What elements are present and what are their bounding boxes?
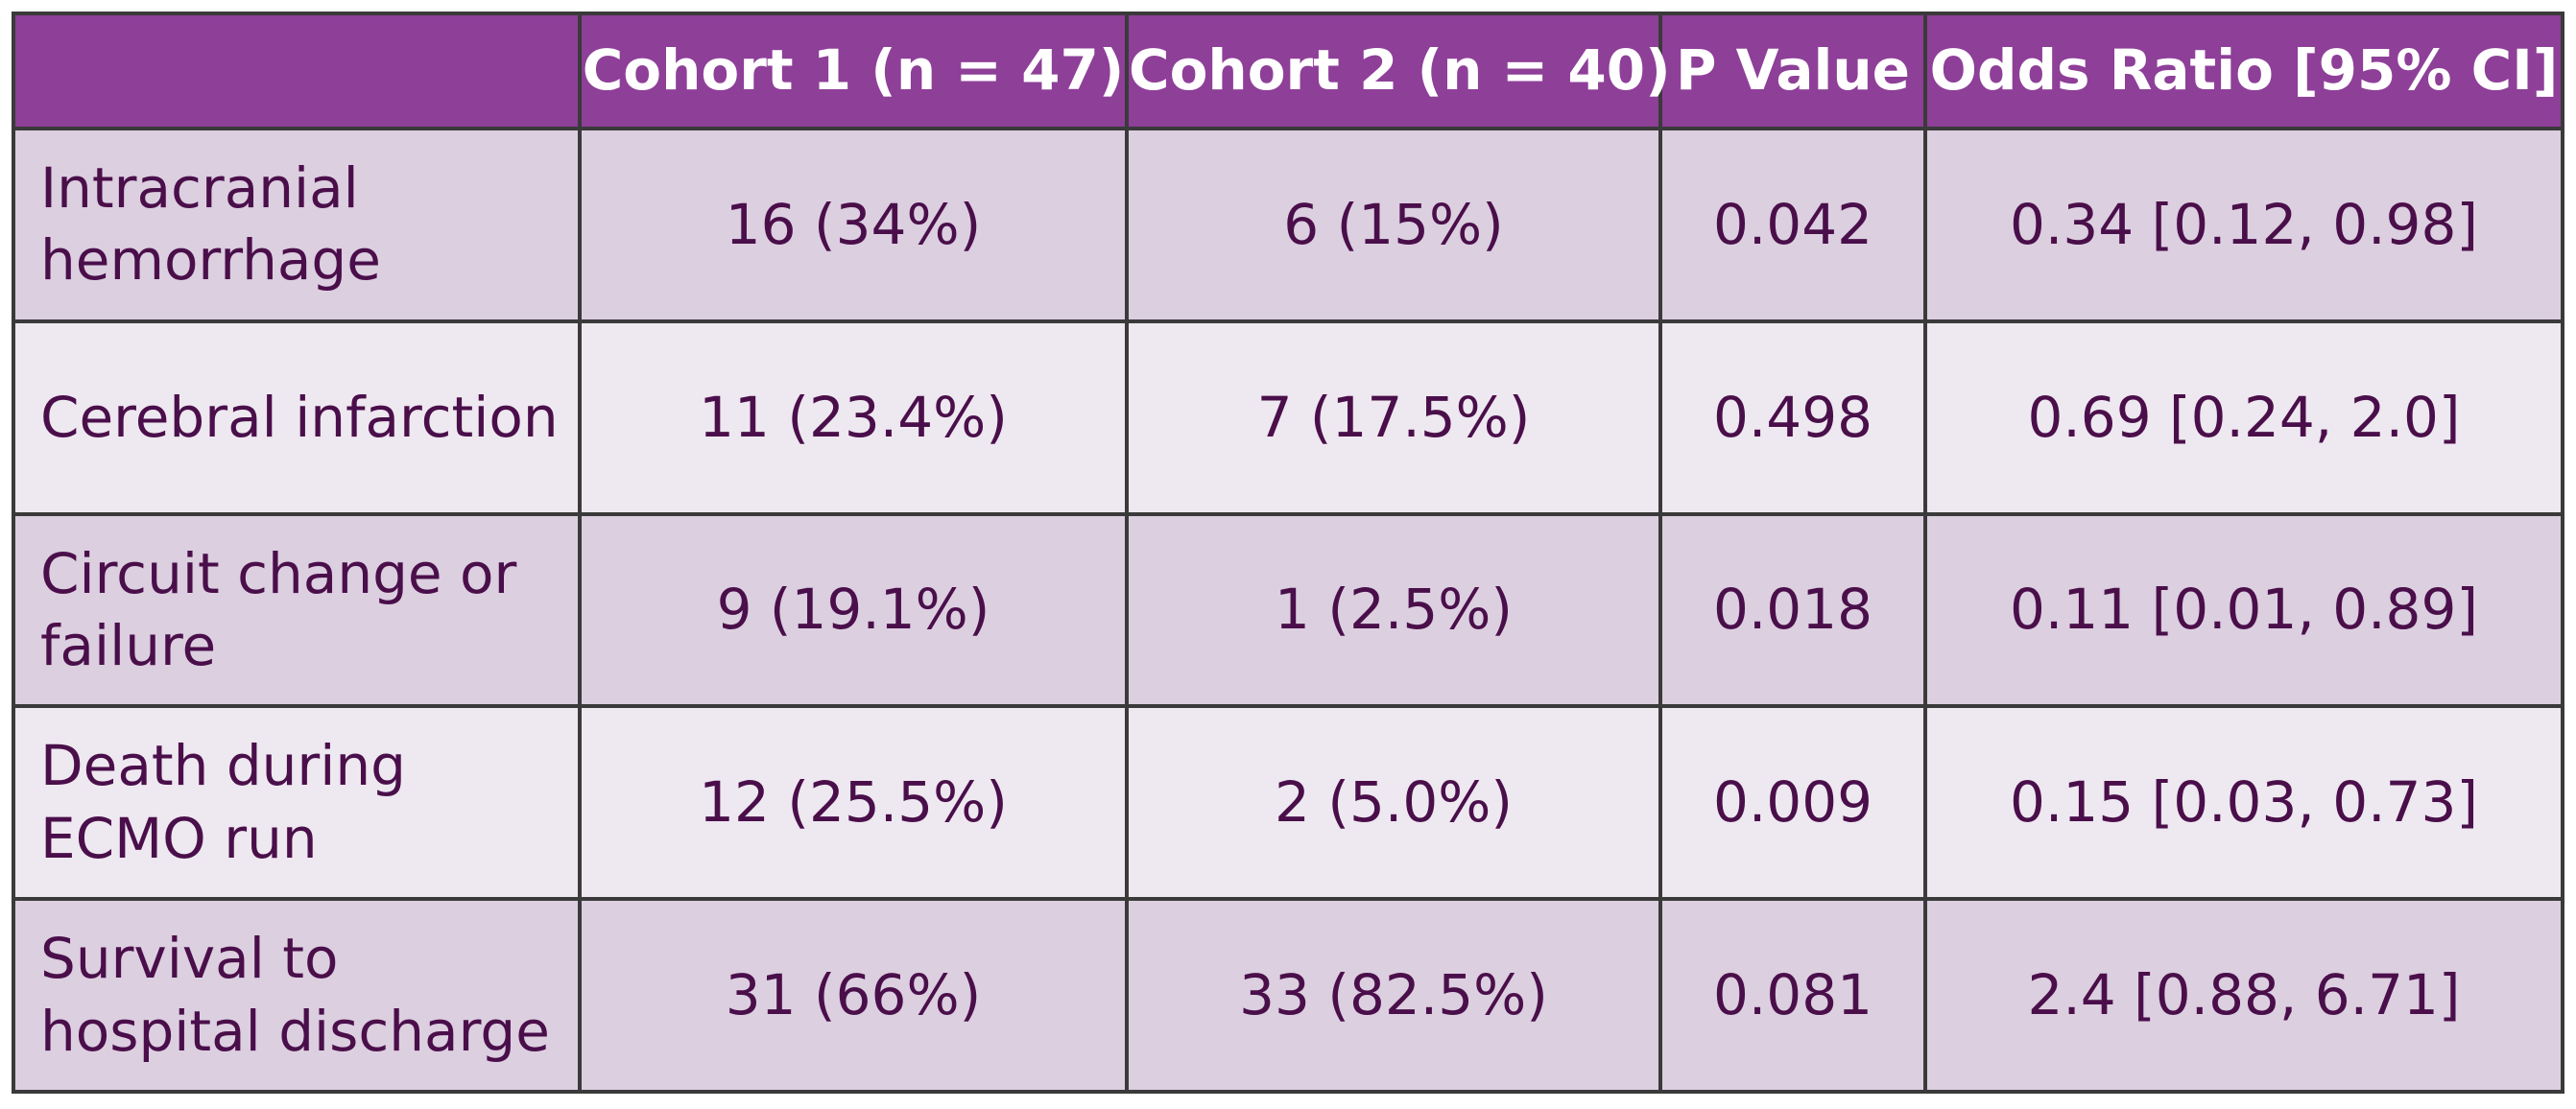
cohort-1-cell: 16 (34%) [578,127,1129,323]
header-empty-cell [12,12,582,130]
p-value-cell: 0.018 [1658,511,1927,709]
odds-ratio-cell: 0.11 [0.01, 0.89] [1923,511,2564,709]
row-label: Death during ECMO run [12,704,582,902]
odds-ratio-cell: 2.4 [0.88, 6.71] [1923,897,2564,1094]
header-cohort-1: Cohort 1 (n = 47) [578,12,1129,130]
cohort-1-cell: 9 (19.1%) [578,511,1129,709]
table-row: Intracranial hemorrhage 16 (34%) 6 (15%)… [12,127,2564,323]
p-value-cell: 0.081 [1658,897,1927,1094]
p-value-cell: 0.042 [1658,127,1927,323]
cohort-2-cell: 7 (17.5%) [1125,319,1662,516]
cohort-2-cell: 1 (2.5%) [1125,511,1662,709]
cohort-2-cell: 33 (82.5%) [1125,897,1662,1094]
cohort-2-cell: 2 (5.0%) [1125,704,1662,902]
cohort-1-cell: 12 (25.5%) [578,704,1129,902]
table-row: Circuit change or failure 9 (19.1%) 1 (2… [12,511,2564,709]
header-odds-ratio: Odds Ratio [95% CI] [1923,12,2564,130]
odds-ratio-cell: 0.34 [0.12, 0.98] [1923,127,2564,323]
header-row: Cohort 1 (n = 47) Cohort 2 (n = 40) P Va… [12,12,2564,130]
odds-ratio-cell: 0.15 [0.03, 0.73] [1923,704,2564,902]
row-label: Cerebral infarction [12,319,582,516]
row-label: Circuit change or failure [12,511,582,709]
cohort-2-cell: 6 (15%) [1125,127,1662,323]
table-row: Death during ECMO run 12 (25.5%) 2 (5.0%… [12,704,2564,902]
table-row: Cerebral infarction 11 (23.4%) 7 (17.5%)… [12,319,2564,516]
row-label: Survival to hospital discharge [12,897,582,1094]
odds-ratio-cell: 0.69 [0.24, 2.0] [1923,319,2564,516]
table-row: Survival to hospital discharge 31 (66%) … [12,897,2564,1094]
p-value-cell: 0.009 [1658,704,1927,902]
results-table: Cohort 1 (n = 47) Cohort 2 (n = 40) P Va… [12,12,2564,1094]
cohort-1-cell: 31 (66%) [578,897,1129,1094]
row-label: Intracranial hemorrhage [12,127,582,323]
p-value-cell: 0.498 [1658,319,1927,516]
header-p-value: P Value [1658,12,1927,130]
cohort-1-cell: 11 (23.4%) [578,319,1129,516]
results-table-container: Cohort 1 (n = 47) Cohort 2 (n = 40) P Va… [12,12,2564,1094]
header-cohort-2: Cohort 2 (n = 40) [1125,12,1671,130]
